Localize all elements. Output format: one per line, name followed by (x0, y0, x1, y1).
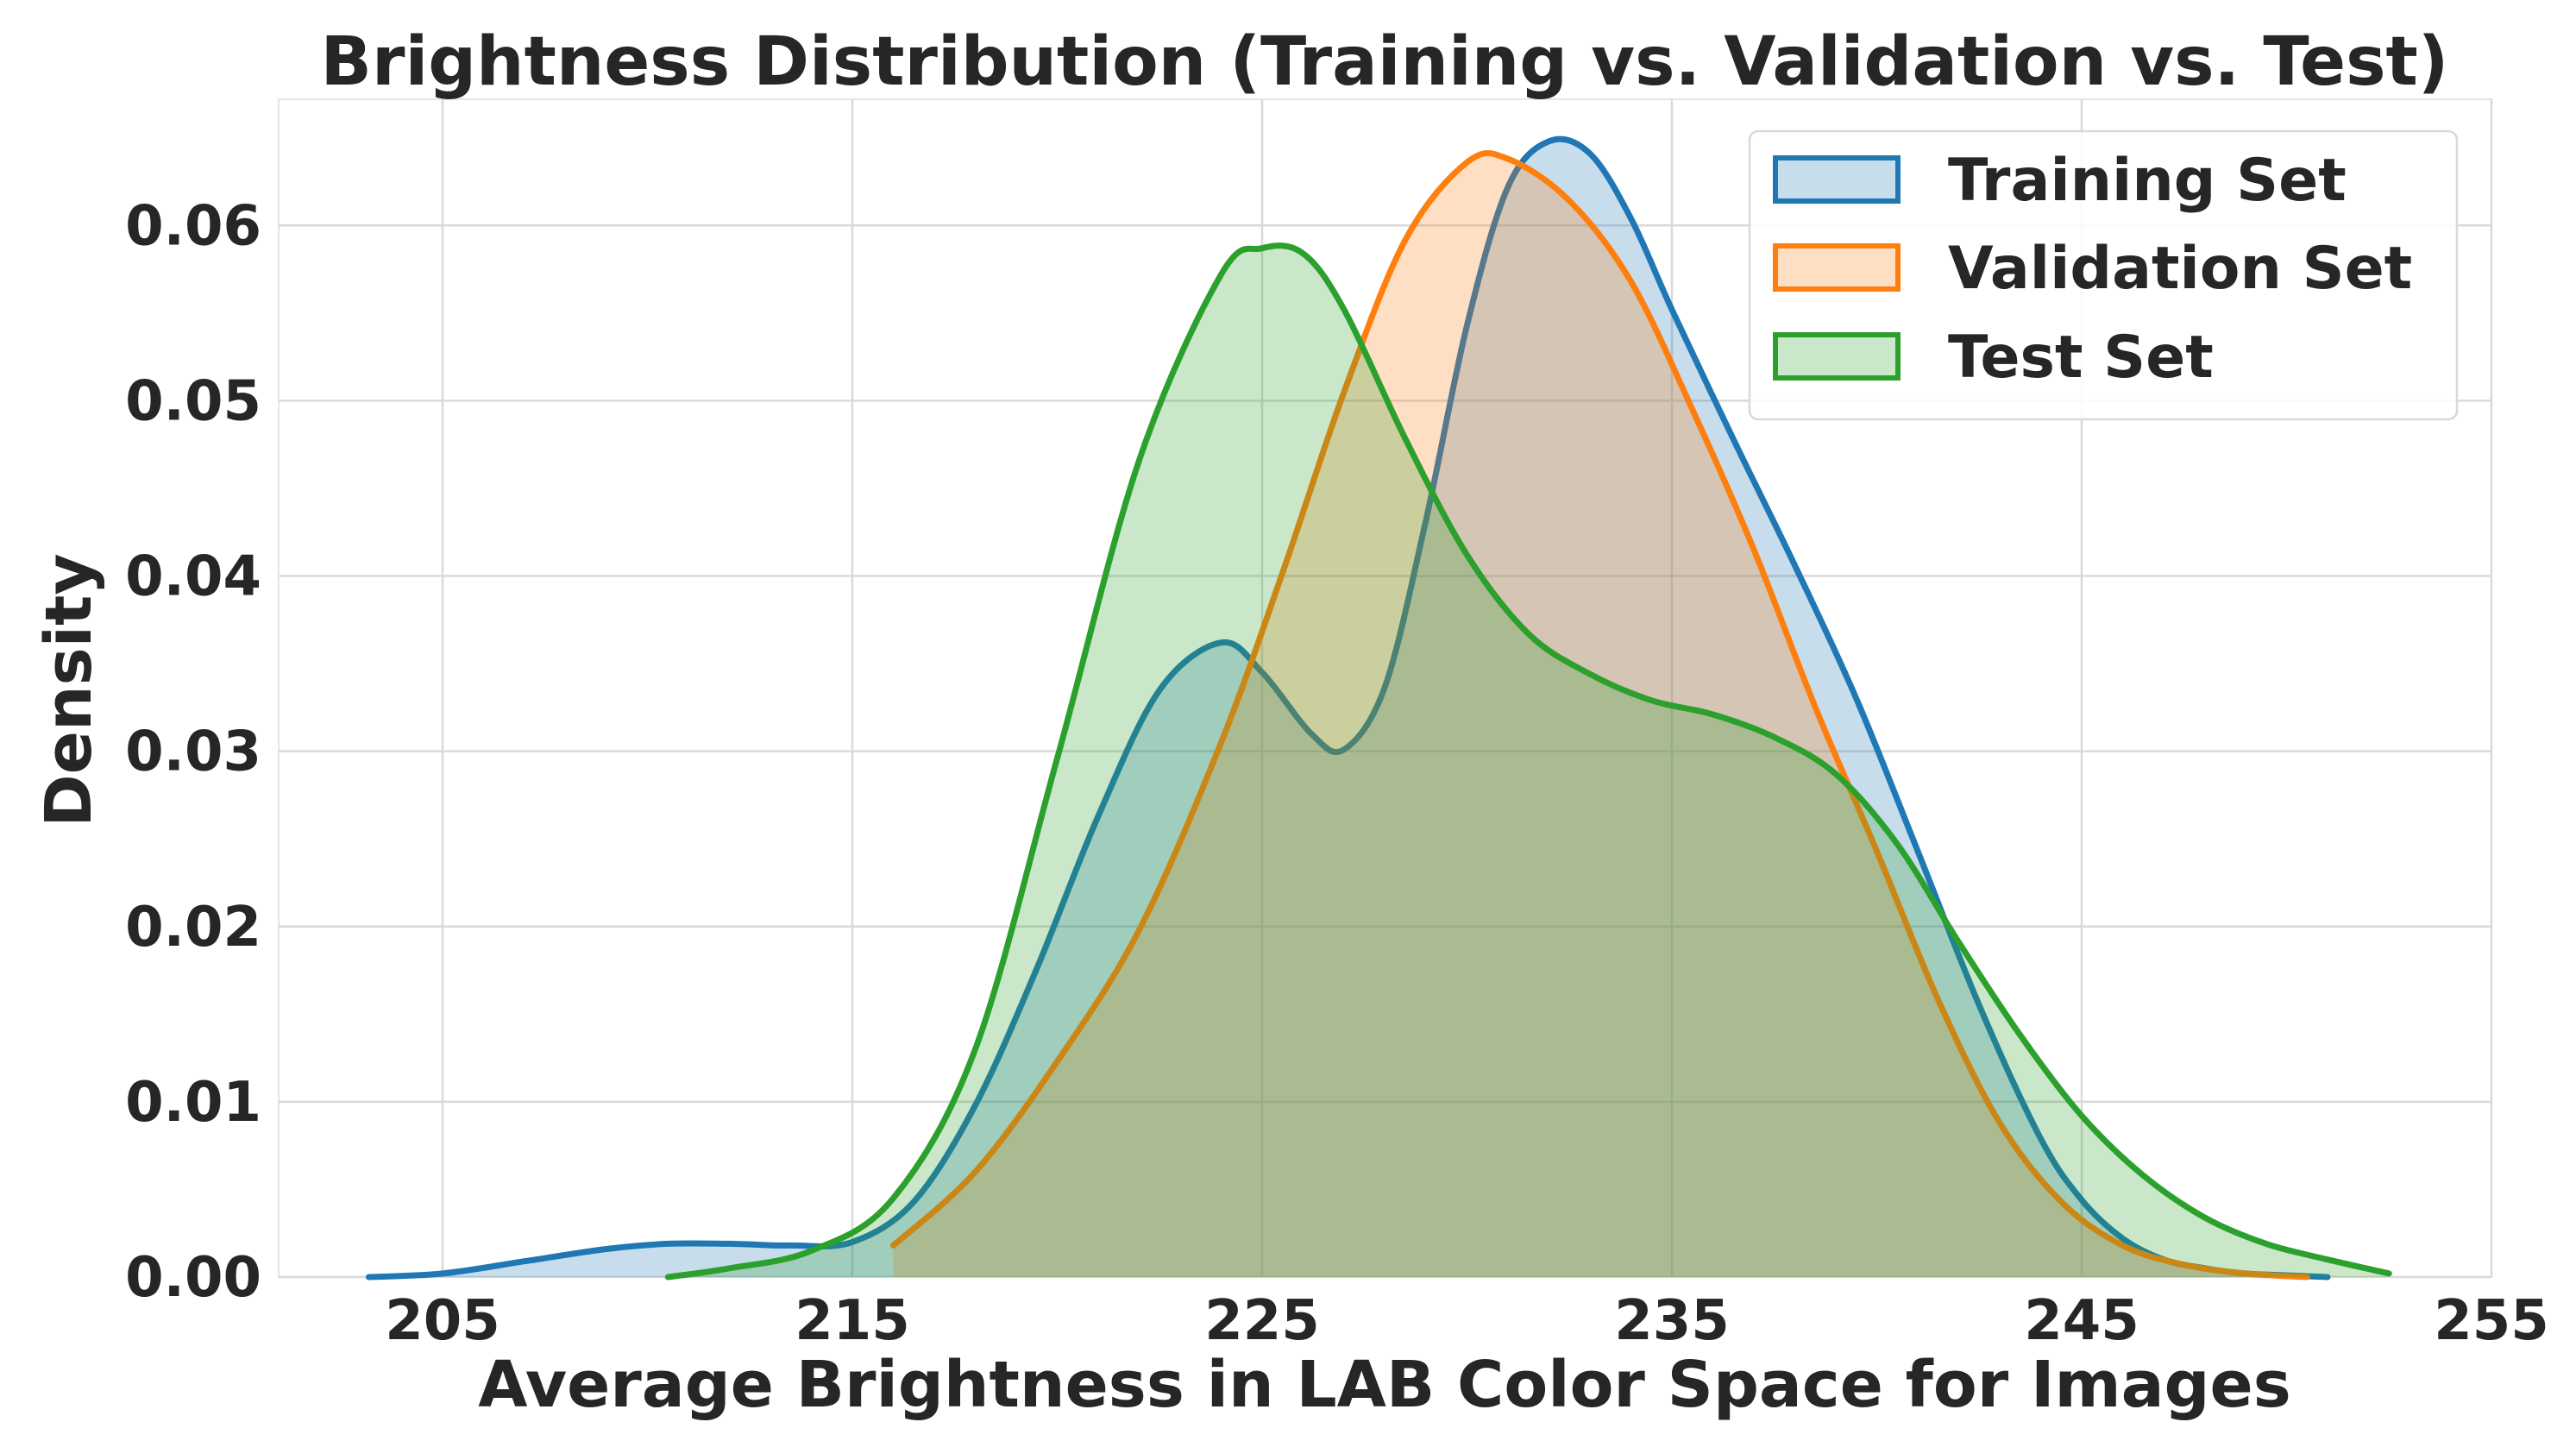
legend-entry-training: Training Set (1773, 147, 2347, 215)
legend-swatch-validation (1773, 243, 1901, 292)
y-axis-label: Density (32, 553, 106, 827)
y-tick-label: 0.03 (125, 720, 261, 784)
y-tick-label: 0.04 (125, 545, 261, 609)
legend: Training Set Validation Set Test Set (1748, 129, 2459, 421)
y-tick-label: 0.01 (125, 1071, 261, 1135)
x-axis-ticks: 205 215 225 235 245 255 (385, 1289, 2549, 1353)
series-area-test (668, 245, 2390, 1278)
legend-entry-test: Test Set (1773, 324, 2214, 392)
y-tick-label: 0.00 (125, 1246, 261, 1310)
legend-label-test: Test Set (1948, 324, 2214, 392)
x-tick-label: 255 (2434, 1289, 2549, 1353)
x-tick-label: 215 (795, 1289, 910, 1353)
y-tick-label: 0.05 (125, 369, 261, 433)
x-tick-label: 205 (385, 1289, 500, 1353)
series-area-validation (893, 153, 2308, 1278)
y-tick-label: 0.06 (125, 194, 261, 258)
series-line-training (366, 135, 2331, 1281)
y-axis-ticks: 0.00 0.01 0.02 0.03 0.04 0.05 0.06 (125, 194, 261, 1310)
chart-title: Brightness Distribution (Training vs. Va… (321, 23, 2449, 101)
x-tick-label: 245 (2024, 1289, 2139, 1353)
legend-frame (1748, 129, 2459, 421)
density-series (366, 135, 2392, 1281)
legend-label-validation: Validation Set (1948, 235, 2412, 303)
legend-entry-validation: Validation Set (1773, 235, 2412, 303)
x-tick-label: 225 (1204, 1289, 1320, 1353)
x-axis-label: Average Brightness in LAB Color Space fo… (478, 1348, 2291, 1422)
grid-lines (279, 99, 2493, 1279)
y-tick-label: 0.02 (125, 896, 261, 960)
series-area-training (368, 139, 2328, 1277)
series-line-test (664, 242, 2392, 1281)
x-tick-label: 235 (1614, 1289, 1730, 1353)
legend-label-training: Training Set (1948, 147, 2347, 215)
series-line-validation (890, 149, 2310, 1281)
legend-swatch-test (1773, 332, 1901, 381)
legend-swatch-training (1773, 155, 1901, 204)
